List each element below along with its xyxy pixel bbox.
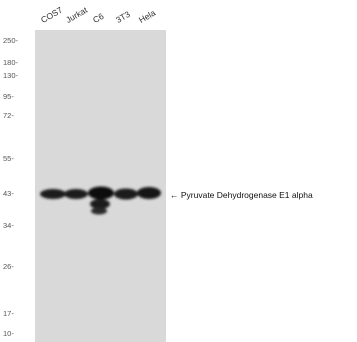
- marker-250: 250-: [3, 36, 19, 45]
- band-3t3: [114, 188, 138, 200]
- marker-34: 34-: [3, 221, 14, 230]
- marker-10: 10-: [3, 329, 14, 338]
- band-hela: [137, 187, 161, 199]
- target-protein-label: ← Pyruvate Dehydrogenase E1 alpha: [170, 190, 313, 200]
- band-c6-main: [88, 186, 114, 200]
- band-cos7: [40, 189, 66, 199]
- band-c6-lowest: [91, 207, 107, 215]
- marker-180: 180-: [3, 58, 19, 67]
- band-c6-lower: [90, 199, 110, 209]
- marker-130: 130-: [3, 71, 19, 80]
- marker-72: 72-: [3, 111, 14, 120]
- marker-55: 55-: [3, 154, 14, 163]
- blot-membrane: [35, 30, 166, 342]
- marker-95: 95-: [3, 92, 14, 101]
- marker-17: 17-: [3, 309, 14, 318]
- marker-26: 26-: [3, 262, 14, 271]
- band-jurkat: [64, 189, 88, 199]
- marker-43: 43-: [3, 189, 14, 198]
